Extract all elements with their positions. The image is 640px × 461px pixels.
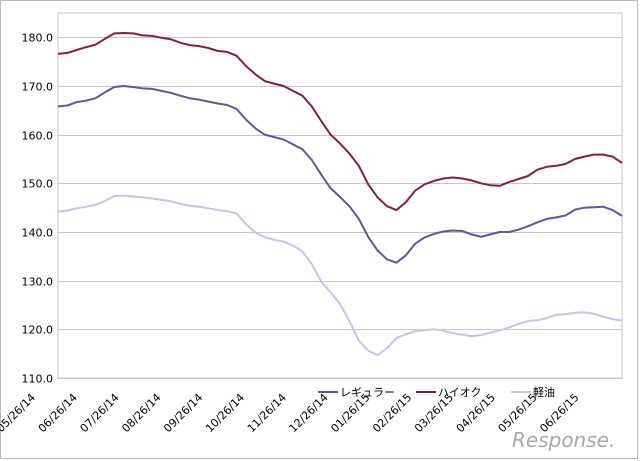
series-line-0 — [57, 85, 623, 264]
legend-label-highoctane: ハイオク — [438, 386, 482, 399]
x-axis-tick-labels: 05/26/1406/26/1407/26/1408/26/1409/26/14… — [0, 391, 582, 435]
y-tick-label: 180.0 — [22, 32, 54, 45]
watermark-text: Response. — [512, 428, 615, 452]
y-tick-label: 130.0 — [22, 276, 54, 289]
y-tick-label: 170.0 — [22, 81, 54, 94]
y-tick-label: 160.0 — [22, 130, 54, 143]
series-line-2 — [57, 194, 623, 357]
legend-label-diesel: 軽油 — [533, 385, 555, 399]
y-tick-label: 110.0 — [22, 373, 54, 386]
gridlines — [57, 12, 623, 379]
x-tick-label: 05/26/14 — [0, 391, 38, 435]
y-tick-label: 150.0 — [22, 178, 54, 191]
x-tick-label: 10/26/14 — [203, 391, 247, 435]
series-lines — [57, 32, 623, 357]
y-tick-label: 120.0 — [22, 324, 54, 337]
x-tick-label: 06/26/14 — [36, 391, 80, 435]
x-tick-label: 11/26/14 — [245, 391, 289, 435]
y-tick-label: 140.0 — [22, 227, 54, 240]
series-line-1 — [57, 32, 623, 212]
x-tick-label: 12/26/14 — [287, 391, 331, 435]
x-tick-label: 07/26/14 — [78, 391, 122, 435]
x-tick-label: 08/26/14 — [119, 391, 163, 435]
legend-label-regular: レギュラー — [340, 386, 395, 399]
watermark-logo: Response. — [512, 428, 615, 452]
legend: レギュラー ハイオク 軽油 — [318, 385, 555, 399]
plot-area-border — [57, 12, 623, 379]
x-tick-label: 09/26/14 — [161, 391, 205, 435]
y-axis-tick-labels: 110.0 120.0 130.0 140.0 150.0 160.0 170.0 180.0 — [22, 32, 54, 386]
